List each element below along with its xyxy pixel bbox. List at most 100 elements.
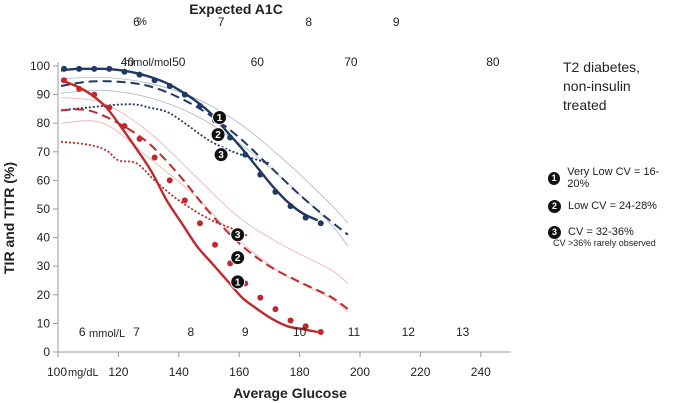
series-line-tir-low-cv	[60, 80, 349, 236]
data-point-titr-very-low-cv-9	[181, 197, 188, 204]
data-point-tir-very-low-cv-3	[91, 65, 98, 72]
data-point-tir-very-low-cv-16	[287, 203, 294, 210]
mmol-l-tick-9: 9	[242, 325, 249, 339]
data-point-titr-very-low-cv-3	[91, 91, 98, 98]
mmol-mol-tick-60: 60	[251, 55, 265, 69]
data-point-titr-very-low-cv-8	[166, 177, 173, 184]
y-tick-label-50: 50	[37, 202, 51, 216]
legend-item-cv-32-36: 3 CV = 32-36%	[548, 224, 675, 240]
y-tick-label-40: 40	[37, 231, 51, 245]
y-tick-label-70: 70	[37, 145, 51, 159]
cv-legend: 1 Very Low CV = 16-20% 2 Low CV = 24-28%…	[548, 166, 675, 240]
mmol-l-tick-13: 13	[456, 325, 470, 339]
annotation-number-5: 2	[235, 253, 241, 264]
y-title-part-and: and	[1, 219, 17, 252]
data-point-tir-very-low-cv-14	[257, 171, 264, 178]
y-tick-label-10: 10	[37, 316, 51, 330]
data-point-tir-very-low-cv-5	[121, 68, 128, 75]
annotation-number-4: 3	[235, 230, 241, 241]
data-point-titr-very-low-cv-14	[257, 294, 264, 301]
y-tick-label-90: 90	[37, 88, 51, 102]
series-line-tir-very-low-cv	[60, 67, 319, 222]
data-point-tir-very-low-cv-15	[272, 188, 279, 195]
a1c-tick-7: 7	[218, 15, 225, 29]
x-tick-label-220: 220	[410, 365, 430, 379]
mmol-l-tick-6: 6	[79, 325, 86, 339]
annotation-number-3: 3	[218, 150, 224, 161]
annotation-badge-1	[212, 109, 228, 125]
data-point-titr-very-low-cv-18	[317, 328, 324, 335]
data-point-tir-very-low-cv-17	[302, 214, 309, 221]
data-point-titr-very-low-cv-10	[196, 220, 203, 227]
x-tick-label-180: 180	[290, 365, 310, 379]
data-point-titr-very-low-cv-7	[151, 154, 158, 161]
data-point-tir-very-low-cv-18	[317, 220, 324, 227]
mmol-mol-tick-50: 50	[172, 55, 186, 69]
data-point-tir-very-low-cv-2	[76, 65, 83, 72]
annotation-badge-6	[230, 274, 246, 290]
legend-item-low-cv: 2 Low CV = 24-28%	[548, 198, 675, 214]
data-point-tir-very-low-cv-9	[181, 91, 188, 98]
x-tick-label-160: 160	[229, 365, 249, 379]
data-point-titr-very-low-cv-5	[121, 123, 128, 130]
annotation-badge-4	[230, 227, 246, 243]
data-point-titr-very-low-cv-17	[302, 323, 309, 330]
y-tick-label-60: 60	[37, 173, 51, 187]
x-tick-label-100: 100	[47, 365, 67, 379]
data-point-tir-very-low-cv-6	[136, 71, 143, 78]
legend-footnote: CV >36% rarely observed	[553, 238, 656, 248]
mmol-mol-tick-80: 80	[486, 55, 500, 69]
data-point-tir-very-low-cv-1	[61, 65, 68, 72]
mmol-l-tick-8: 8	[188, 325, 195, 339]
population-note-line-2: non-insulin treated	[563, 78, 631, 113]
mmol-l-tick-12: 12	[402, 325, 416, 339]
top-axis-unit: %	[137, 16, 147, 28]
data-point-tir-very-low-cv-12	[227, 134, 234, 141]
range-line-1	[60, 76, 349, 224]
y-title-part-titr: TITR	[1, 188, 17, 219]
annotation-number-2: 2	[215, 130, 221, 141]
data-point-titr-very-low-cv-15	[272, 306, 279, 313]
mmol-l-unit: mmol/L	[89, 328, 125, 340]
population-note: T2 diabetes, non-insulin treated	[563, 58, 673, 115]
series-line-tir-cv-32-36-	[60, 103, 270, 165]
mmol-mol-unit: mmol/mol	[124, 57, 172, 69]
annotation-number-6: 1	[235, 277, 241, 288]
data-point-titr-very-low-cv-2	[76, 85, 83, 92]
data-point-titr-very-low-cv-16	[287, 317, 294, 324]
population-note-line-1: T2 diabetes,	[563, 59, 641, 75]
range-line-3	[60, 97, 349, 284]
legend-label-3: CV = 32-36%	[568, 226, 634, 238]
y-axis-title: TIR and TITR (%)	[1, 162, 17, 274]
y-title-part-unit: (%)	[1, 162, 17, 188]
x-tick-label-120: 120	[108, 365, 128, 379]
y-tick-label-0: 0	[43, 345, 50, 359]
data-point-titr-very-low-cv-1	[61, 77, 68, 84]
x-axis-unit: mg/dL	[68, 367, 99, 379]
mmol-mol-tick-70: 70	[344, 55, 358, 69]
a1c-tick-8: 8	[305, 15, 312, 29]
legend-badge-1: 1	[548, 171, 561, 185]
a1c-tick-9: 9	[393, 15, 400, 29]
mmol-l-tick-11: 11	[348, 325, 361, 339]
range-line-2	[60, 89, 349, 247]
series-line-titr-low-cv	[60, 108, 349, 310]
annotation-badge-5	[230, 250, 246, 266]
x-axis-title: Average Glucose	[233, 385, 347, 401]
legend-label-1: Very Low CV = 16-20%	[567, 166, 660, 190]
range-line-4	[60, 120, 349, 313]
mmol-mol-tick-40: 40	[121, 55, 135, 69]
series-line-titr-very-low-cv	[60, 79, 318, 334]
a1c-tick-6: 6	[133, 15, 140, 29]
data-point-tir-very-low-cv-8	[166, 83, 173, 90]
y-title-part-tir: TIR	[1, 251, 17, 274]
legend-item-very-low-cv: 1 Very Low CV = 16-20%	[548, 166, 675, 190]
mmol-l-tick-10: 10	[293, 325, 307, 339]
annotation-number-1: 1	[217, 113, 223, 124]
mmol-l-tick-7: 7	[133, 325, 140, 339]
y-tick-label-80: 80	[37, 116, 51, 130]
y-tick-label-30: 30	[37, 259, 51, 273]
legend-badge-2: 2	[548, 199, 561, 213]
x-tick-label-240: 240	[471, 365, 491, 379]
